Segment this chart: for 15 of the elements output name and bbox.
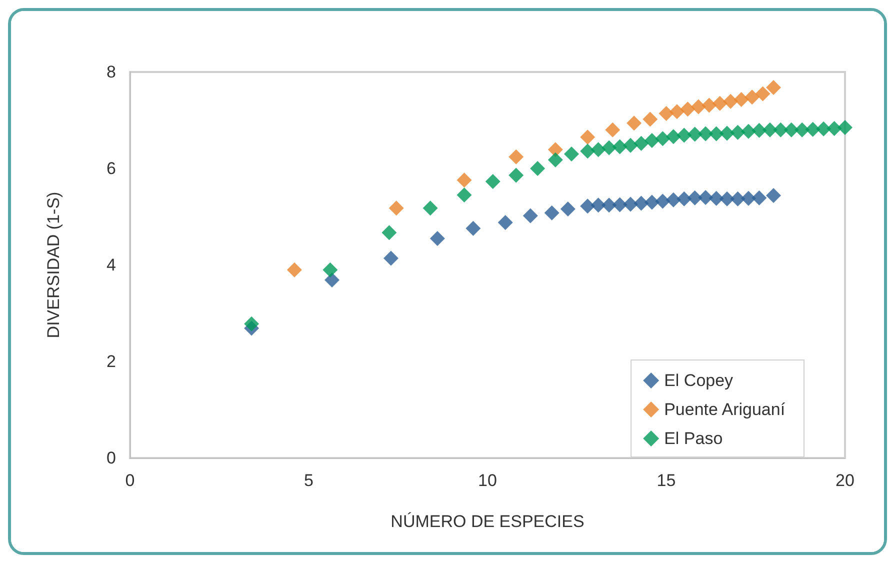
x-tick-label: 5 — [304, 471, 314, 490]
y-tick-label: 6 — [106, 159, 116, 178]
x-tick-label: 20 — [836, 471, 854, 490]
y-tick-label: 8 — [106, 62, 116, 82]
x-axis-title: NÚMERO DE ESPECIES — [390, 512, 584, 531]
y-tick-label: 0 — [106, 448, 116, 468]
legend-label: Puente Ariguaní — [664, 400, 786, 419]
x-tick-label: 0 — [125, 471, 135, 490]
y-tick-label: 4 — [106, 256, 116, 274]
y-axis-title: DIVERSIDAD (1-S) — [44, 192, 63, 338]
legend-label: El Copey — [664, 371, 734, 390]
y-tick-label: 2 — [106, 352, 116, 371]
legend-label: El Paso — [664, 429, 723, 448]
x-tick-label: 15 — [656, 471, 676, 490]
x-tick-label: 10 — [478, 471, 497, 490]
